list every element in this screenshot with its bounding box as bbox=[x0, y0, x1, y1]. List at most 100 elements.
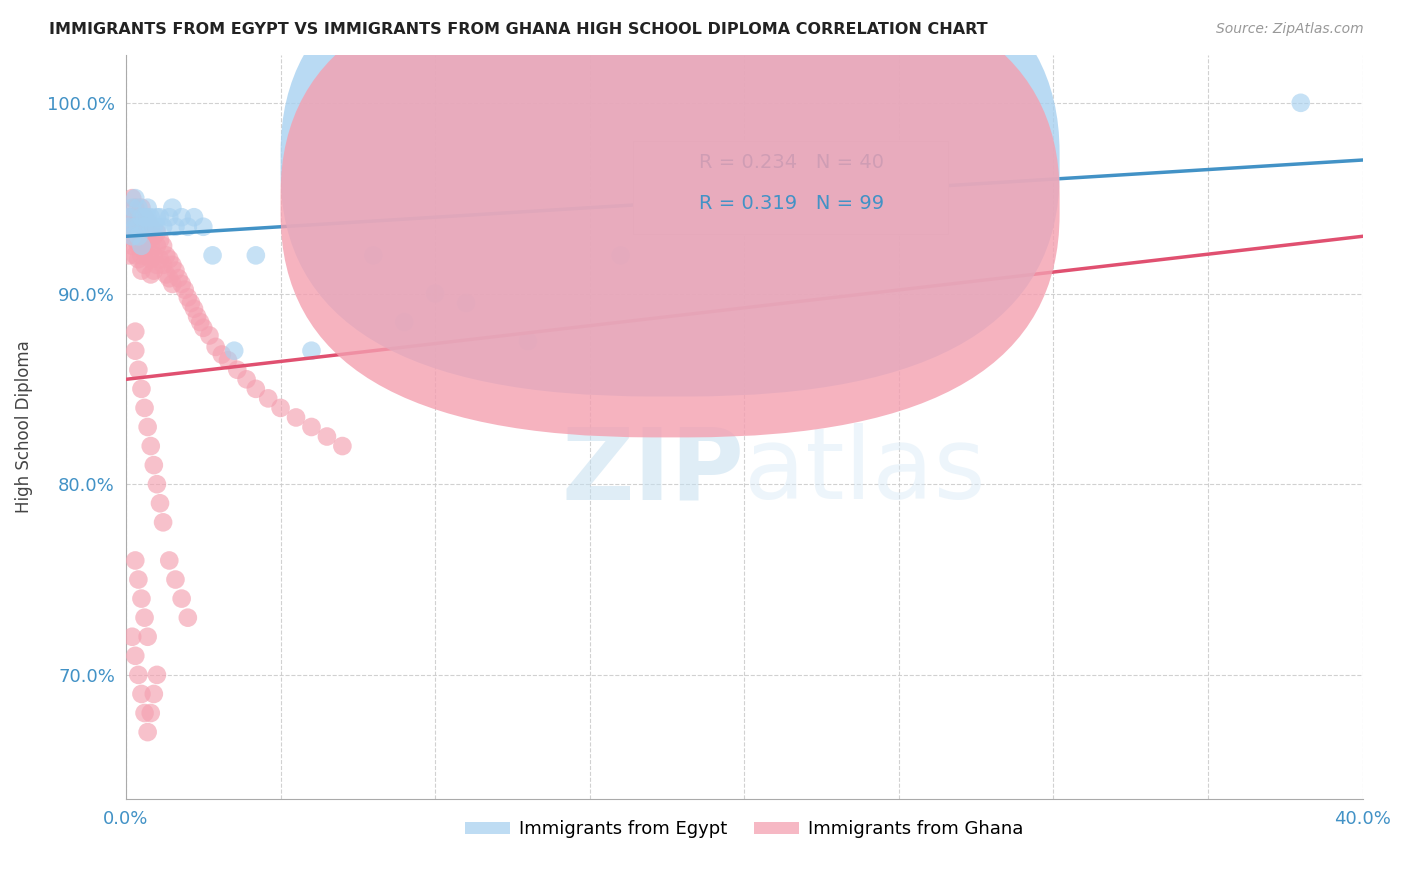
Point bbox=[155, 268, 177, 282]
Point bbox=[127, 252, 149, 267]
Point bbox=[127, 211, 149, 225]
Point bbox=[149, 252, 172, 267]
Point bbox=[124, 343, 146, 358]
Point bbox=[157, 553, 180, 567]
Point bbox=[134, 219, 156, 234]
Point bbox=[121, 229, 143, 244]
Point bbox=[146, 219, 169, 234]
Point bbox=[165, 573, 187, 587]
Point bbox=[134, 229, 156, 244]
Point bbox=[134, 211, 156, 225]
Point bbox=[131, 263, 153, 277]
Point bbox=[165, 219, 187, 234]
Text: R = 0.234   N = 40: R = 0.234 N = 40 bbox=[699, 153, 883, 172]
Point bbox=[177, 290, 200, 304]
Point bbox=[136, 214, 159, 228]
Point bbox=[157, 211, 180, 225]
Point bbox=[146, 211, 169, 225]
Point bbox=[149, 211, 172, 225]
Point bbox=[193, 219, 215, 234]
Point bbox=[134, 258, 156, 272]
Point bbox=[155, 248, 177, 262]
Point bbox=[136, 420, 159, 434]
Point bbox=[136, 201, 159, 215]
Point bbox=[118, 229, 141, 244]
Point bbox=[149, 233, 172, 247]
Point bbox=[454, 296, 477, 310]
Point bbox=[270, 401, 292, 415]
Point bbox=[301, 343, 323, 358]
Point bbox=[142, 458, 165, 472]
Point bbox=[224, 343, 246, 358]
Point bbox=[142, 219, 165, 234]
Point bbox=[609, 248, 631, 262]
Point bbox=[124, 648, 146, 663]
Point bbox=[1289, 95, 1312, 110]
Point bbox=[131, 239, 153, 253]
Point bbox=[142, 263, 165, 277]
Point bbox=[139, 252, 162, 267]
Point bbox=[127, 668, 149, 682]
Point bbox=[124, 219, 146, 234]
Point bbox=[127, 239, 149, 253]
Point bbox=[285, 410, 308, 425]
Point bbox=[170, 591, 193, 606]
Point bbox=[162, 258, 184, 272]
Point bbox=[127, 219, 149, 234]
Point bbox=[118, 219, 141, 234]
Point bbox=[394, 315, 416, 329]
Point bbox=[162, 201, 184, 215]
Point bbox=[134, 401, 156, 415]
Point bbox=[245, 248, 267, 262]
Point bbox=[121, 239, 143, 253]
Point bbox=[131, 211, 153, 225]
Point bbox=[180, 296, 202, 310]
Point bbox=[131, 219, 153, 234]
Point bbox=[157, 252, 180, 267]
Point bbox=[127, 573, 149, 587]
Point bbox=[134, 610, 156, 624]
Point bbox=[142, 229, 165, 244]
Point bbox=[121, 211, 143, 225]
Point bbox=[139, 219, 162, 234]
Point bbox=[136, 630, 159, 644]
Point bbox=[177, 219, 200, 234]
Point bbox=[131, 687, 153, 701]
Point bbox=[149, 496, 172, 510]
Point bbox=[204, 340, 226, 354]
Point bbox=[139, 706, 162, 720]
Point bbox=[186, 310, 208, 324]
Point bbox=[217, 353, 239, 368]
FancyBboxPatch shape bbox=[281, 0, 1060, 397]
Point bbox=[146, 668, 169, 682]
Point bbox=[146, 226, 169, 240]
FancyBboxPatch shape bbox=[633, 141, 948, 234]
Point bbox=[188, 315, 211, 329]
Point bbox=[162, 277, 184, 291]
Point bbox=[193, 321, 215, 335]
Point bbox=[152, 239, 174, 253]
Point bbox=[165, 263, 187, 277]
Point bbox=[423, 286, 446, 301]
Point bbox=[124, 553, 146, 567]
Point bbox=[226, 363, 249, 377]
Point bbox=[142, 248, 165, 262]
Point bbox=[301, 420, 323, 434]
Point bbox=[363, 248, 385, 262]
Point bbox=[136, 725, 159, 739]
Point bbox=[139, 268, 162, 282]
Point bbox=[121, 630, 143, 644]
Point bbox=[139, 439, 162, 453]
Point bbox=[332, 439, 354, 453]
Point bbox=[316, 429, 339, 443]
Point bbox=[235, 372, 257, 386]
FancyBboxPatch shape bbox=[281, 0, 1060, 437]
Legend: Immigrants from Egypt, Immigrants from Ghana: Immigrants from Egypt, Immigrants from G… bbox=[457, 814, 1031, 846]
Point bbox=[127, 363, 149, 377]
Point bbox=[136, 233, 159, 247]
Point bbox=[201, 248, 224, 262]
Point bbox=[157, 271, 180, 285]
Point bbox=[146, 477, 169, 491]
Point bbox=[131, 233, 153, 247]
Point bbox=[152, 258, 174, 272]
